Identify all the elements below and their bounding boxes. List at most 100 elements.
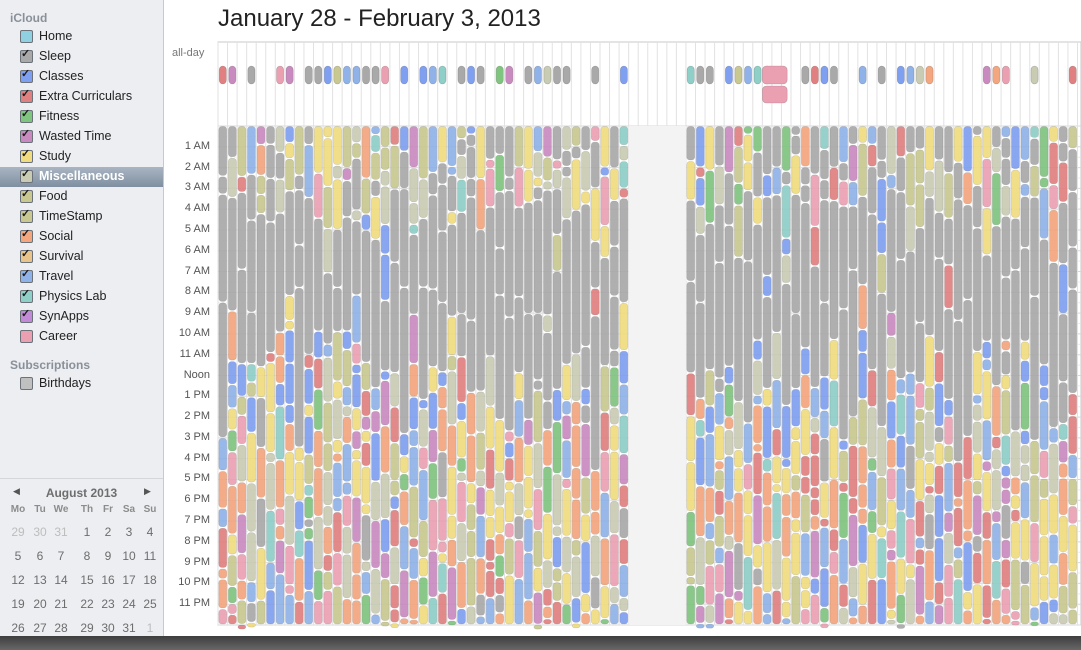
- event-block[interactable]: [485, 406, 495, 449]
- event-block[interactable]: [743, 515, 753, 557]
- event-block[interactable]: [371, 521, 380, 569]
- event-block[interactable]: [953, 507, 963, 547]
- event-block[interactable]: [619, 612, 629, 625]
- event-block[interactable]: [313, 570, 323, 601]
- event-block[interactable]: [1011, 611, 1020, 620]
- event-block[interactable]: [982, 255, 992, 341]
- all-day-event[interactable]: [438, 65, 447, 85]
- event-block[interactable]: [247, 483, 256, 532]
- event-block[interactable]: [1001, 489, 1011, 505]
- event-block[interactable]: [323, 443, 333, 472]
- event-block[interactable]: [1058, 142, 1068, 162]
- event-block[interactable]: [524, 476, 533, 509]
- event-block[interactable]: [791, 427, 801, 441]
- event-block[interactable]: [323, 554, 333, 571]
- event-block[interactable]: [304, 416, 313, 454]
- event-block[interactable]: [1049, 613, 1058, 625]
- event-block[interactable]: [399, 287, 409, 434]
- event-block[interactable]: [953, 126, 963, 162]
- event-block[interactable]: [562, 166, 571, 177]
- mini-calendar-day[interactable]: 15: [80, 573, 94, 587]
- event-block[interactable]: [256, 195, 266, 214]
- event-block[interactable]: [1011, 169, 1020, 218]
- event-block[interactable]: [504, 538, 514, 575]
- event-block[interactable]: [390, 126, 399, 145]
- event-block[interactable]: [409, 314, 419, 364]
- event-block[interactable]: [686, 585, 695, 625]
- event-block[interactable]: [1058, 202, 1068, 264]
- mini-calendar-day[interactable]: 22: [80, 597, 94, 611]
- event-block[interactable]: [428, 463, 438, 499]
- event-block[interactable]: [457, 155, 466, 179]
- event-block[interactable]: [877, 254, 886, 293]
- event-block[interactable]: [428, 429, 438, 463]
- event-block[interactable]: [992, 560, 1001, 599]
- all-day-event[interactable]: [352, 65, 361, 85]
- event-block[interactable]: [247, 220, 256, 312]
- event-block[interactable]: [829, 340, 839, 380]
- event-block[interactable]: [361, 466, 371, 504]
- event-block[interactable]: [371, 180, 380, 196]
- event-block[interactable]: [409, 547, 419, 579]
- event-block[interactable]: [1039, 365, 1049, 387]
- event-block[interactable]: [218, 609, 228, 625]
- event-block[interactable]: [896, 192, 906, 260]
- event-block[interactable]: [294, 558, 304, 601]
- event-block[interactable]: [906, 153, 915, 206]
- event-block[interactable]: [963, 610, 972, 625]
- event-block[interactable]: [820, 200, 829, 302]
- event-block[interactable]: [848, 206, 858, 270]
- event-block[interactable]: [934, 465, 944, 495]
- event-block[interactable]: [409, 364, 419, 397]
- event-block[interactable]: [781, 171, 791, 185]
- all-day-event[interactable]: [285, 65, 294, 85]
- event-block[interactable]: [342, 443, 352, 482]
- event-block[interactable]: [562, 478, 571, 489]
- calendar-item-home[interactable]: Home: [0, 27, 163, 47]
- event-block[interactable]: [256, 600, 266, 625]
- all-day-event[interactable]: [753, 65, 762, 85]
- event-block[interactable]: [285, 495, 294, 545]
- event-block[interactable]: [810, 487, 820, 499]
- event-block[interactable]: [304, 527, 313, 540]
- event-block[interactable]: [399, 570, 409, 618]
- event-block[interactable]: [323, 402, 333, 443]
- event-block[interactable]: [886, 312, 896, 336]
- event-block[interactable]: [466, 435, 476, 483]
- mini-calendar-day[interactable]: 21: [54, 597, 68, 611]
- event-block[interactable]: [944, 126, 953, 173]
- event-block[interactable]: [361, 178, 371, 214]
- mini-calendar-day[interactable]: 8: [83, 549, 91, 563]
- event-block[interactable]: [858, 524, 867, 563]
- event-block[interactable]: [781, 467, 791, 494]
- event-block[interactable]: [333, 553, 342, 586]
- event-block[interactable]: [877, 126, 886, 160]
- event-block[interactable]: [867, 370, 877, 407]
- event-block[interactable]: [313, 389, 323, 430]
- event-block[interactable]: [610, 407, 619, 425]
- event-block[interactable]: [504, 190, 514, 317]
- event-block[interactable]: [715, 490, 724, 515]
- event-block[interactable]: [762, 458, 772, 472]
- all-day-event[interactable]: [896, 65, 905, 85]
- event-block[interactable]: [552, 189, 562, 235]
- event-block[interactable]: [963, 436, 972, 480]
- event-block[interactable]: [734, 590, 743, 601]
- event-block[interactable]: [438, 184, 447, 231]
- event-block[interactable]: [820, 410, 829, 439]
- event-block[interactable]: [333, 462, 342, 498]
- event-block[interactable]: [543, 619, 552, 625]
- event-block[interactable]: [247, 432, 256, 483]
- event-block[interactable]: [428, 551, 438, 597]
- event-block[interactable]: [1068, 416, 1077, 454]
- event-block[interactable]: [447, 212, 457, 224]
- event-block[interactable]: [772, 195, 781, 333]
- event-block[interactable]: [1058, 126, 1068, 143]
- event-block[interactable]: [361, 442, 371, 466]
- event-block[interactable]: [218, 302, 228, 438]
- event-block[interactable]: [715, 166, 724, 205]
- event-block[interactable]: [247, 582, 256, 603]
- event-block[interactable]: [247, 603, 256, 622]
- event-block[interactable]: [982, 539, 992, 585]
- event-block[interactable]: [753, 126, 762, 152]
